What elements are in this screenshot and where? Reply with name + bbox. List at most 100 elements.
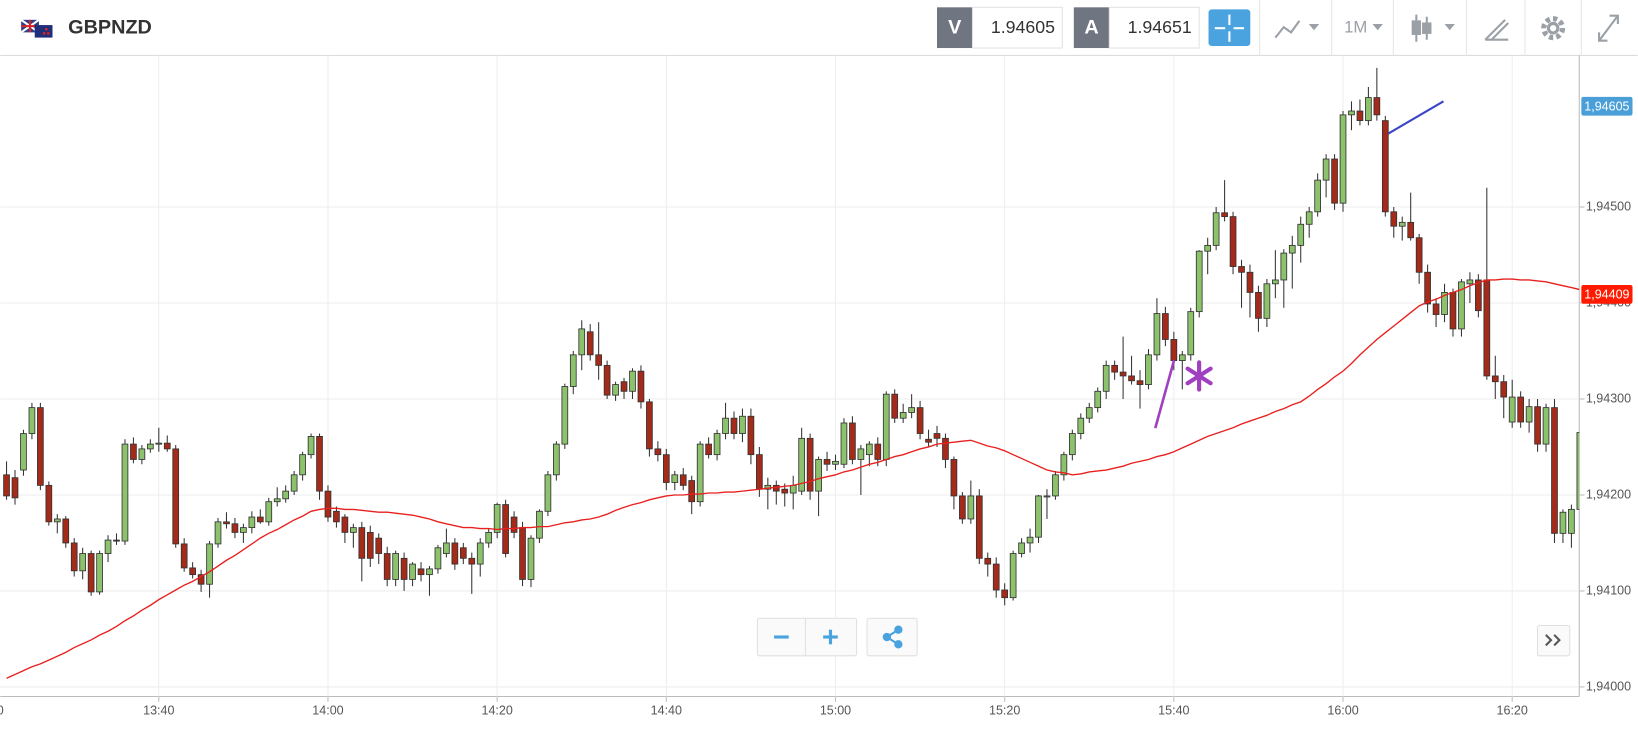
candle-body: [1576, 432, 1580, 510]
candle-body: [1060, 454, 1068, 476]
candle-body: [967, 495, 975, 520]
candle-body: [662, 454, 670, 483]
candle-body: [409, 563, 416, 580]
candle-body: [519, 527, 526, 580]
candle-body: [975, 495, 983, 559]
candle-body: [350, 527, 357, 533]
asterisk-marker[interactable]: [1185, 360, 1213, 392]
indicator-button[interactable]: [1274, 20, 1320, 39]
candle-body: [1449, 292, 1457, 330]
candle-body: [1297, 223, 1305, 246]
trend-line[interactable]: [1154, 359, 1176, 429]
candle-body: [510, 516, 518, 533]
x-tick-label: 14:20: [481, 703, 512, 717]
candle-body: [485, 531, 493, 544]
x-tick-label: 16:00: [1327, 703, 1358, 717]
candle-body: [383, 553, 391, 580]
candle-body: [1441, 292, 1448, 315]
header-bar: [0, 0, 1638, 56]
candle-body: [849, 422, 856, 460]
x-tick-label: 13:40: [143, 703, 174, 717]
candle-body: [240, 527, 247, 533]
candle-body: [1119, 371, 1127, 377]
zoom-in-button[interactable]: [823, 629, 838, 645]
x-tick-label: 15:20: [989, 703, 1020, 717]
candle-body: [1356, 110, 1364, 122]
chart-type-button[interactable]: [1411, 14, 1455, 42]
flag-icon: [20, 18, 53, 38]
candle-body: [1322, 158, 1330, 181]
price-tag-label: 1,94605: [1584, 100, 1629, 114]
candle-body: [147, 443, 154, 450]
candle-body: [1069, 433, 1076, 456]
candle-body: [578, 328, 586, 356]
candle-body: [1178, 354, 1186, 362]
candle-body: [1551, 407, 1558, 534]
candle-body: [1559, 511, 1567, 534]
candle-body: [172, 448, 180, 545]
candle-body: [1077, 417, 1085, 434]
candle-body: [1373, 97, 1381, 116]
candle-body: [113, 539, 120, 542]
trend-line[interactable]: [1387, 100, 1445, 135]
candle-body: [806, 437, 814, 492]
sell-price: 1.94605: [991, 17, 1055, 37]
buy-price-box[interactable]: [1108, 6, 1200, 49]
sell-price-box[interactable]: [971, 6, 1063, 49]
timeframe-arrow: [1372, 24, 1383, 31]
candle-body: [197, 574, 205, 585]
buy-label-box[interactable]: [1073, 7, 1110, 49]
candle-body: [20, 433, 27, 471]
candle-body: [925, 438, 932, 443]
candle-body: [1195, 250, 1203, 313]
grid: [0, 55, 1580, 697]
candle-body: [1381, 120, 1389, 213]
candle-body: [789, 484, 797, 494]
candle-body: [1339, 114, 1347, 204]
candle-body: [1043, 495, 1051, 498]
crosshair-button[interactable]: [1208, 9, 1251, 46]
candle-body: [1348, 110, 1355, 116]
candle-body: [163, 442, 171, 450]
candle-body: [1085, 407, 1093, 419]
share-button[interactable]: [866, 617, 918, 657]
candle-body: [493, 504, 501, 533]
candle-body: [679, 474, 687, 486]
candle-body: [1187, 311, 1195, 356]
settings-button[interactable]: [1541, 16, 1566, 41]
candle-body: [341, 516, 349, 533]
candle-body: [1415, 237, 1423, 273]
candle-body: [1162, 313, 1169, 340]
candle-body: [1491, 375, 1499, 383]
candle-body: [223, 521, 230, 525]
candle-body: [823, 459, 831, 465]
x-tick-label: 0: [0, 703, 4, 717]
candle-body: [1398, 221, 1406, 227]
sell-label: V: [948, 16, 962, 38]
candle-body: [874, 443, 882, 460]
scroll-right-button[interactable]: [1536, 625, 1571, 657]
candle-body: [1534, 406, 1541, 445]
candle-body: [1314, 179, 1321, 213]
sell-label-box[interactable]: [937, 7, 973, 49]
timeframe[interactable]: 1M: [1344, 18, 1367, 37]
candle-body: [620, 381, 628, 392]
candle-body: [899, 412, 907, 419]
candle-body: [832, 460, 839, 465]
candle-body: [561, 386, 569, 445]
fullscreen-button[interactable]: [1598, 14, 1619, 42]
plot-area: [3, 67, 1580, 679]
price-tag-label: 1,94409: [1584, 288, 1629, 302]
candle-body: [37, 407, 44, 486]
candle-body: [1331, 158, 1338, 204]
candle-body: [104, 539, 112, 554]
draw-button[interactable]: [1484, 19, 1509, 41]
candle-body: [536, 510, 543, 539]
x-tick-label: 15:40: [1158, 703, 1189, 717]
candle-body: [1483, 279, 1491, 377]
candle-body: [553, 443, 560, 476]
x-tick-label: 15:00: [820, 703, 851, 717]
candle-body: [1458, 281, 1465, 330]
candle-body: [730, 417, 738, 434]
buy-label: A: [1084, 16, 1098, 38]
